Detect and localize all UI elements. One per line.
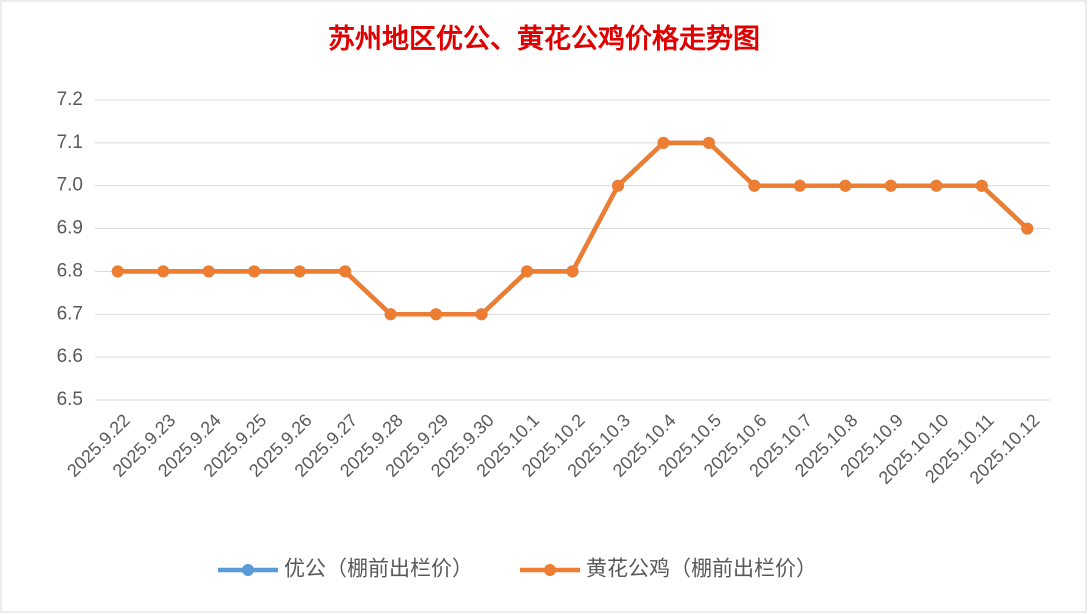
legend-label: 黄花公鸡（棚前出栏价） bbox=[586, 558, 817, 581]
point-marker bbox=[793, 179, 806, 192]
point-marker bbox=[475, 308, 488, 321]
point-marker bbox=[566, 265, 579, 278]
point-marker bbox=[111, 265, 124, 278]
y-tick-label: 6.6 bbox=[57, 346, 83, 367]
legend-label: 优公（棚前出栏价） bbox=[284, 558, 473, 581]
legend-marker bbox=[242, 564, 254, 576]
point-marker bbox=[157, 265, 170, 278]
point-marker bbox=[1021, 222, 1034, 235]
y-tick-label: 7.0 bbox=[57, 175, 83, 196]
y-tick-label: 6.8 bbox=[57, 260, 83, 281]
point-marker bbox=[248, 265, 261, 278]
y-tick-label: 7.1 bbox=[57, 132, 83, 153]
point-marker bbox=[930, 179, 943, 192]
point-marker bbox=[975, 179, 988, 192]
point-marker bbox=[293, 265, 306, 278]
point-marker bbox=[521, 265, 534, 278]
point-marker bbox=[339, 265, 352, 278]
y-tick-label: 7.2 bbox=[57, 89, 83, 110]
point-marker bbox=[657, 136, 670, 149]
point-marker bbox=[611, 179, 624, 192]
y-tick-label: 6.7 bbox=[57, 303, 83, 324]
point-marker bbox=[384, 308, 397, 321]
point-marker bbox=[430, 308, 443, 321]
point-marker bbox=[884, 179, 897, 192]
legend-marker bbox=[544, 564, 556, 576]
chart-title: 苏州地区优公、黄花公鸡价格走势图 bbox=[328, 24, 760, 54]
point-marker bbox=[748, 179, 761, 192]
y-tick-label: 6.5 bbox=[57, 389, 83, 410]
point-marker bbox=[839, 179, 852, 192]
point-marker bbox=[702, 136, 715, 149]
point-marker bbox=[202, 265, 215, 278]
y-tick-label: 6.9 bbox=[57, 218, 83, 239]
